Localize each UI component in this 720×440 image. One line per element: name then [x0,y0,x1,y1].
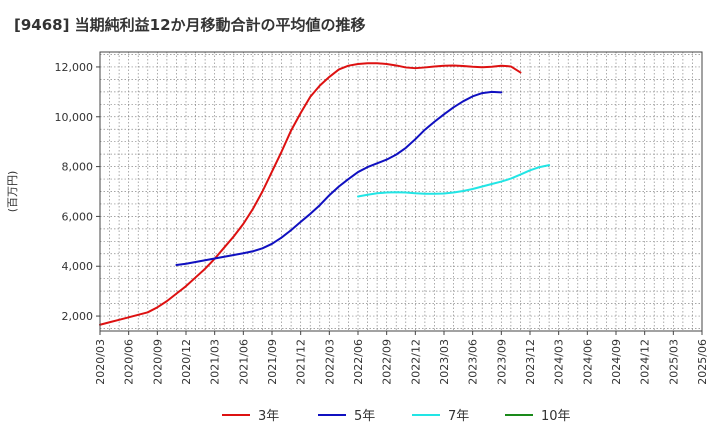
x-tick-label: 2022/03 [323,339,336,385]
x-tick-label: 2020/12 [180,339,193,385]
x-tick-label: 2021/03 [209,339,222,385]
x-tick-label: 2023/09 [495,339,508,385]
x-tick-label: 2020/06 [123,339,136,385]
series-line-7年 [357,164,551,198]
x-tick-label: 2024/06 [581,339,594,385]
y-tick-label: 4,000 [62,260,94,273]
y-axis-label: (百万円) [6,171,19,213]
axes: 2,000 4,000 6,000 8,000 10,000 12,000 2020/03 2… [6,51,709,385]
x-tick-label: 2023/03 [438,339,451,385]
legend-label: 10年 [541,409,571,424]
y-tick-label: 8,000 [62,161,94,174]
series-line-5年 [175,90,503,266]
y-tick-label: 10,000 [55,111,94,124]
legend: 3年 5年 7年 10年 [222,409,571,424]
x-tick-label: 2022/09 [381,339,394,385]
legend-label: 5年 [354,409,375,424]
legend-label: 3年 [258,409,279,424]
x-tick-label: 2022/06 [352,339,365,385]
series-line-3年 [99,62,522,326]
x-tick-label: 2024/03 [553,339,566,385]
chart-title: [9468] 当期純利益12か月移動合計の平均値の推移 [14,16,366,34]
series-layer [99,62,551,326]
x-tick-label: 2025/06 [696,339,709,385]
x-tick-label: 2025/03 [667,339,680,385]
x-tick-label: 2023/12 [524,339,537,385]
x-tick-label: 2023/06 [467,339,480,385]
y-tick-label: 12,000 [55,61,94,74]
legend-label: 7年 [448,409,469,424]
x-tick-label: 2020/09 [151,339,164,385]
y-tick-label: 2,000 [62,310,94,323]
x-tick-label: 2024/09 [610,339,623,385]
x-tick-label: 2021/06 [237,339,250,385]
x-tick-label: 2021/09 [266,339,279,385]
plot-frame [99,51,703,332]
x-tick-label: 2022/12 [409,339,422,385]
x-tick-label: 2021/12 [295,339,308,385]
y-tick-label: 6,000 [62,210,94,223]
x-tick-label: 2024/12 [639,339,652,385]
x-tick-label: 2020/03 [94,339,107,385]
